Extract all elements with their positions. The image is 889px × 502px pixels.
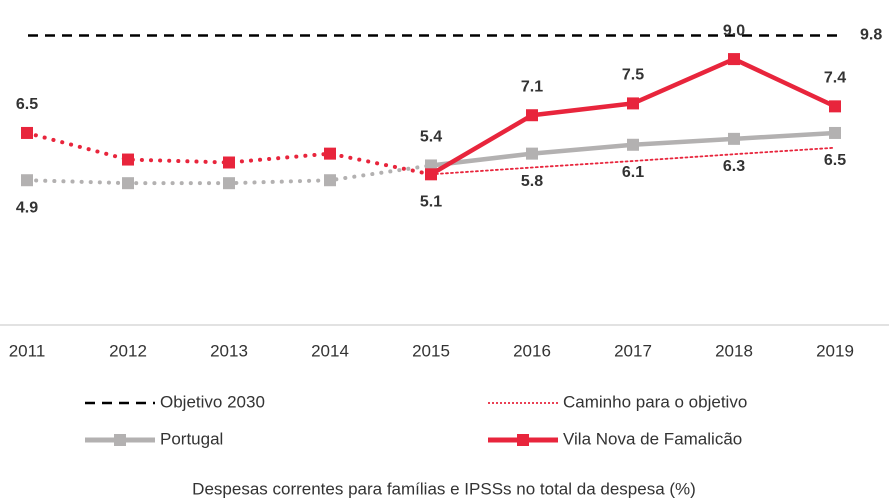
data-label: 4.9	[16, 199, 38, 216]
marker	[728, 132, 740, 145]
legend-label: Vila Nova de Famalicão	[563, 429, 742, 448]
chart-caption: Despesas correntes para famílias e IPSSs…	[192, 479, 696, 498]
marker	[324, 147, 336, 160]
marker	[829, 100, 841, 113]
marker	[21, 126, 33, 139]
data-label: 5.1	[420, 194, 442, 211]
marker	[627, 138, 639, 151]
marker	[627, 97, 639, 110]
legend-label: Portugal	[160, 429, 223, 448]
data-label: 5.4	[420, 129, 442, 146]
x-tick-label: 2015	[412, 341, 450, 360]
data-label: 6.1	[622, 164, 644, 181]
x-tick-label: 2014	[311, 341, 349, 360]
marker	[829, 126, 841, 139]
x-tick-label: 2017	[614, 341, 652, 360]
data-label: 6.5	[16, 96, 38, 113]
marker	[223, 177, 235, 190]
x-tick-label: 2013	[210, 341, 248, 360]
legend-label: Caminho para o objetivo	[563, 392, 747, 411]
marker	[425, 168, 437, 181]
marker	[122, 177, 134, 190]
marker	[728, 53, 740, 66]
data-label: 9.0	[723, 22, 745, 39]
data-label: 7.4	[824, 70, 846, 87]
data-label: 7.1	[521, 78, 543, 95]
marker	[324, 174, 336, 187]
series-line	[430, 146, 836, 176]
x-tick-label: 2011	[9, 341, 46, 360]
marker	[122, 153, 134, 166]
marker	[21, 174, 33, 187]
legend-marker	[114, 434, 126, 446]
data-label: 7.5	[622, 67, 644, 84]
data-label: 6.3	[723, 158, 745, 175]
legend-marker	[517, 434, 529, 446]
marker	[526, 147, 538, 160]
marker	[223, 156, 235, 169]
x-tick-label: 2016	[513, 341, 551, 360]
marker	[526, 109, 538, 122]
x-tick-label: 2019	[816, 341, 854, 360]
x-tick-label: 2012	[109, 341, 147, 360]
data-label: 5.8	[521, 173, 543, 190]
data-label: 6.5	[824, 152, 846, 169]
legend-label: Objetivo 2030	[160, 392, 265, 411]
x-tick-label: 2018	[715, 341, 753, 360]
target-label: 9.8	[860, 27, 882, 44]
